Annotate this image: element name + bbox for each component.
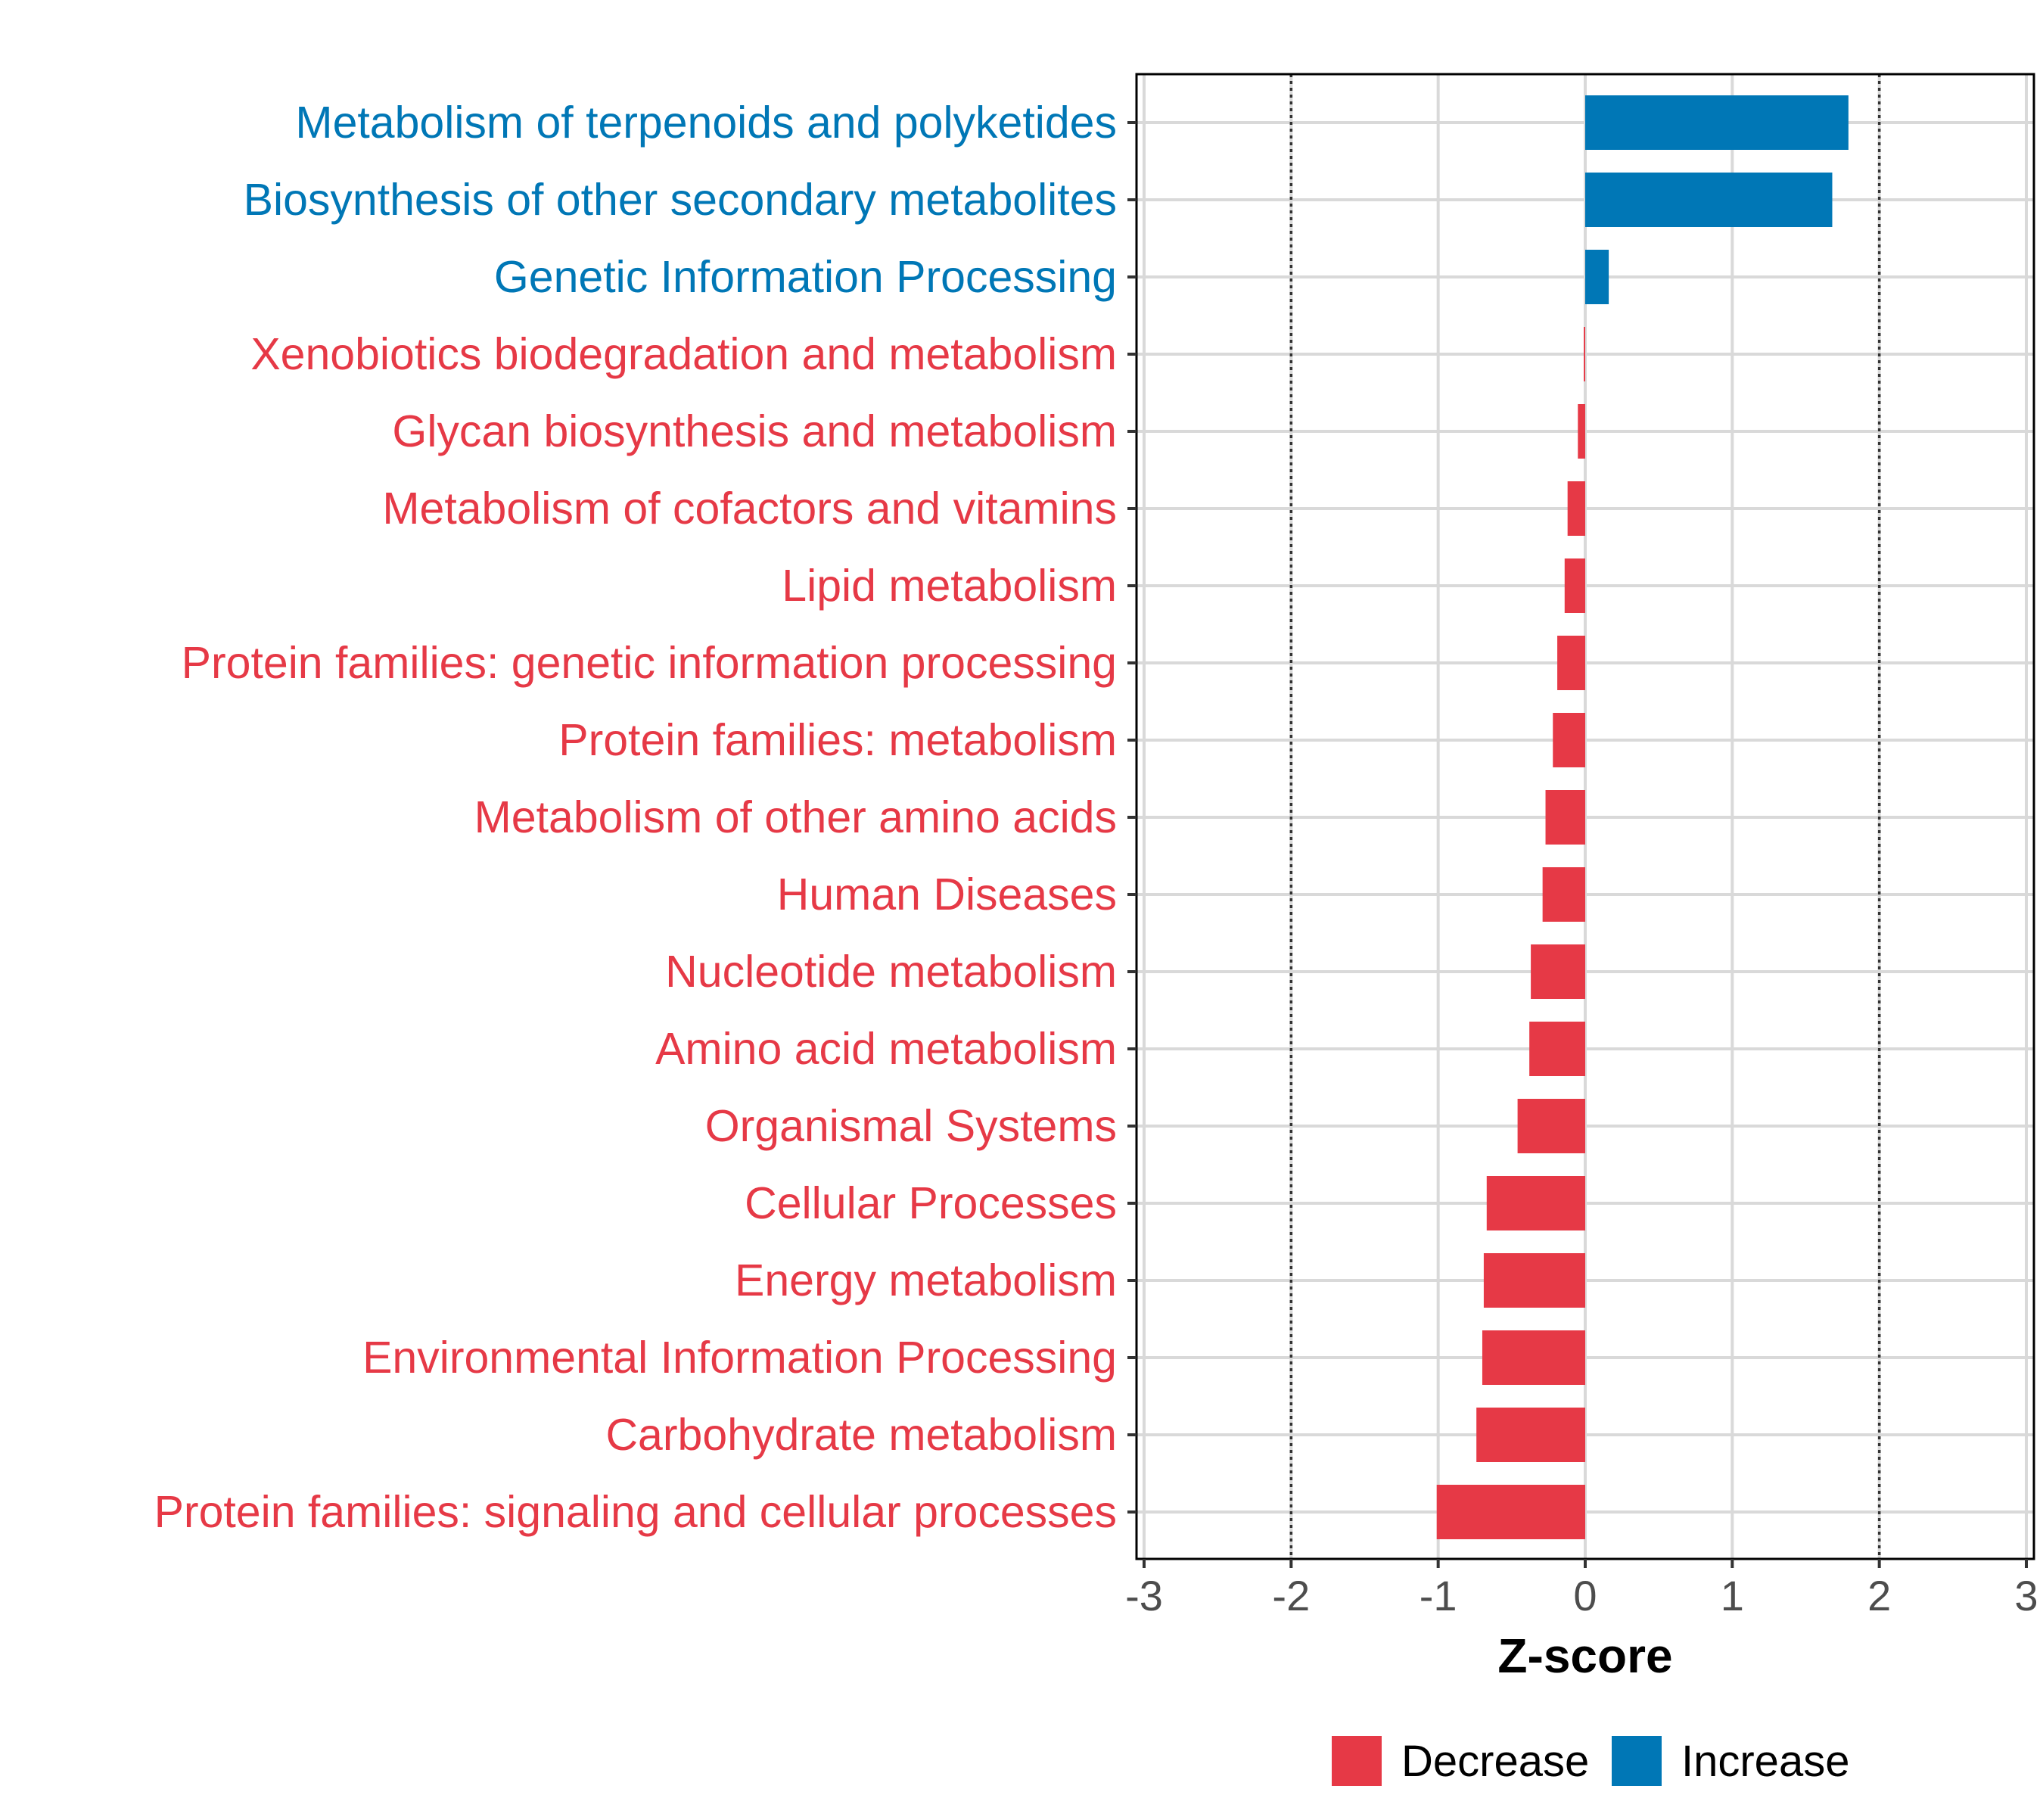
reference-lines [1289,74,1881,1559]
bar [1585,250,1609,304]
y-tick-label: Biosynthesis of other secondary metaboli… [244,175,1117,225]
bar [1584,327,1585,381]
bar [1531,944,1585,999]
x-tick-label: -3 [1125,1572,1163,1619]
legend: Decrease Increase [1332,1736,1849,1786]
bar [1476,1408,1585,1462]
y-tick-label: Energy metabolism [735,1255,1117,1305]
y-axis: Metabolism of terpenoids and polyketides… [154,98,1137,1537]
y-tick-label: Metabolism of terpenoids and polyketides [295,98,1117,148]
bar [1585,173,1833,227]
x-tick-label: 3 [2014,1572,2038,1619]
legend-label: Increase [1681,1737,1849,1786]
bar [1483,1253,1585,1308]
x-tick-label: 2 [1867,1572,1891,1619]
bar [1557,636,1585,690]
bar [1585,95,1849,150]
bar [1553,713,1585,767]
y-tick-label: Metabolism of cofactors and vitamins [382,484,1117,534]
x-tick-label: 1 [1721,1572,1744,1619]
y-tick-label: Environmental Information Processing [362,1333,1117,1383]
legend-swatch [1612,1736,1662,1786]
y-tick-label: Protein families: genetic information pr… [182,638,1117,688]
y-tick-label: Lipid metabolism [782,561,1117,611]
y-tick-label: Amino acid metabolism [655,1024,1117,1074]
y-tick-label: Nucleotide metabolism [665,947,1117,997]
y-tick-label: Carbohydrate metabolism [605,1410,1117,1460]
bar [1482,1330,1585,1385]
y-tick-label: Glycan biosynthesis and metabolism [392,406,1117,456]
x-axis: -3 -2 -1 0 1 2 3 [1125,1559,2038,1619]
y-tick-label: Protein families: signaling and cellular… [154,1487,1117,1537]
bars [1436,95,1849,1539]
y-tick-label: Protein families: metabolism [558,715,1117,765]
legend-label: Decrease [1401,1737,1589,1786]
bar [1578,404,1585,459]
x-tick-label: -2 [1272,1572,1310,1619]
y-tick-label: Organismal Systems [705,1101,1117,1151]
x-tick-label: -1 [1420,1572,1457,1619]
bar [1436,1485,1585,1539]
legend-swatch [1332,1736,1382,1786]
y-tick-label: Human Diseases [777,870,1117,919]
bar [1545,790,1585,845]
y-tick-label: Xenobiotics biodegradation and metabolis… [250,329,1117,379]
y-tick-label: Cellular Processes [745,1178,1117,1228]
bar [1529,1022,1585,1076]
y-tick-label: Metabolism of other amino acids [474,792,1117,842]
bar [1564,558,1585,613]
x-axis-title: Z-score [1497,1629,1672,1683]
x-tick-label: 0 [1573,1572,1597,1619]
bar [1517,1099,1585,1153]
bar [1542,867,1585,922]
bar [1486,1176,1585,1230]
bar [1567,481,1585,536]
y-tick-label: Genetic Information Processing [494,252,1117,302]
